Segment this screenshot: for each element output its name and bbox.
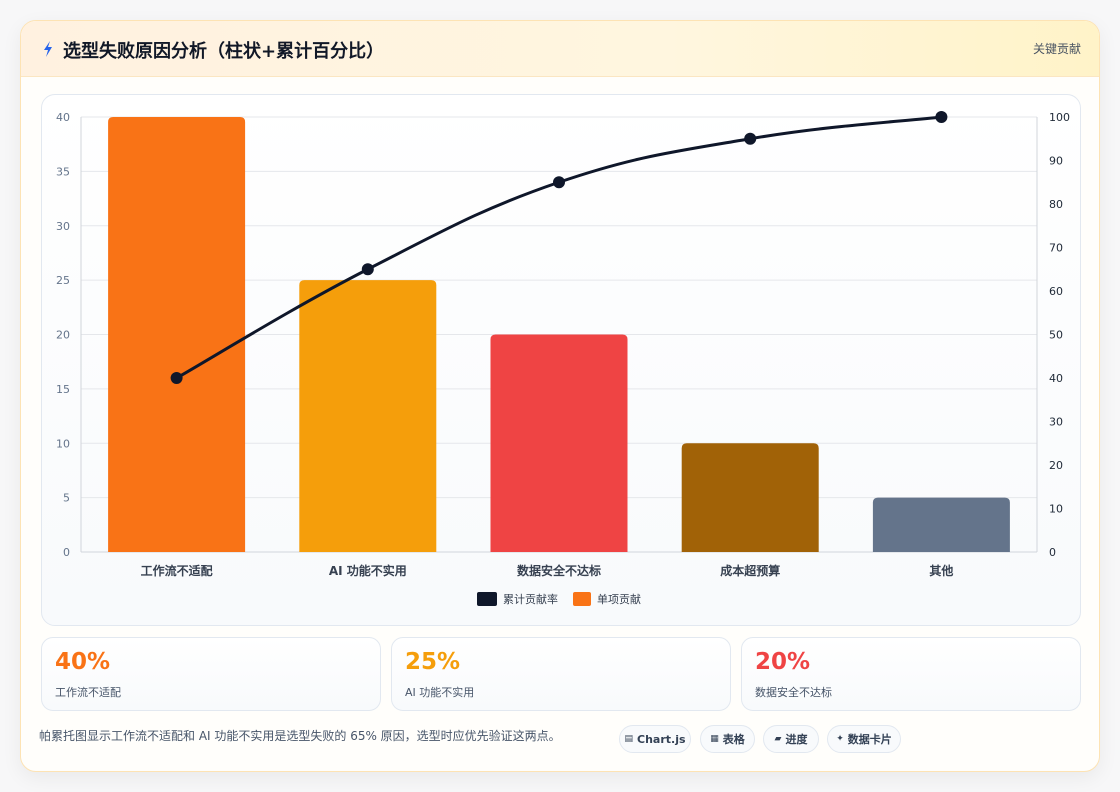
stat-label: 数据安全不达标: [755, 686, 832, 699]
lightning-icon: [44, 41, 52, 57]
cumulative-point-2: [361, 263, 374, 276]
y-tick-label: 15: [56, 383, 70, 396]
stat-card-security: 20% 数据安全不达标: [741, 637, 1081, 711]
x-tick-label: 工作流不适配: [141, 563, 213, 578]
key-contribution-link[interactable]: 关键贡献: [1032, 42, 1081, 56]
stat-card-ai: 25% AI 功能不实用: [391, 637, 731, 711]
chart-icon: ▤: [624, 734, 633, 744]
cumulative-point-1: [170, 372, 183, 384]
tag-label: 进度: [785, 733, 808, 746]
y2-tick-label: 90: [1049, 155, 1063, 168]
y2-tick-label: 50: [1049, 329, 1063, 342]
y-tick-label: 20: [56, 329, 70, 342]
bar-2: [299, 280, 437, 552]
progress-tag[interactable]: ▰ 进度: [763, 725, 819, 753]
bar-3: [490, 334, 628, 552]
x-tick-label: 成本超预算: [720, 563, 780, 578]
y2-tick-label: 40: [1049, 372, 1063, 385]
card-header: 选型失败原因分析（柱状+累计百分比） 关键贡献: [21, 21, 1099, 77]
y-tick-label: 40: [56, 111, 70, 124]
sparkle-icon: ✦: [836, 734, 844, 744]
tag-label: 表格: [722, 733, 745, 746]
legend-label-bar: 单项贡献: [597, 592, 641, 606]
tag-label: 数据卡片: [847, 733, 892, 746]
bar-4: [681, 443, 819, 552]
x-tick-label: 数据安全不达标: [517, 563, 601, 578]
y2-tick-label: 0: [1049, 546, 1056, 559]
y2-tick-label: 10: [1049, 503, 1063, 516]
tag-label: Chart.js: [637, 732, 686, 746]
summary-note: 帕累托图显示工作流不适配和 AI 功能不实用是选型失败的 65% 原因，选型时应…: [39, 729, 561, 743]
table-tag[interactable]: ▦ 表格: [700, 725, 755, 753]
legend-label-cumulative: 累计贡献率: [503, 592, 558, 606]
chartjs-tag[interactable]: ▤ Chart.js: [619, 725, 691, 753]
cumulative-point-4: [744, 132, 757, 145]
y2-tick-label: 70: [1049, 242, 1063, 255]
x-tick-label: 其他: [929, 563, 953, 578]
y-tick-label: 0: [63, 546, 70, 559]
stat-value: 25%: [405, 649, 461, 675]
y-tick-label: 30: [56, 220, 70, 233]
y-tick-label: 35: [56, 165, 70, 178]
stat-card-workflow: 40% 工作流不适配: [41, 637, 381, 711]
legend-swatch-cumulative: [477, 592, 497, 606]
analysis-card: 选型失败原因分析（柱状+累计百分比） 关键贡献 0 5 10 15 20 25 30 35 40…: [20, 20, 1100, 772]
stat-value: 20%: [755, 649, 811, 675]
x-tick-label: AI 功能不实用: [329, 563, 407, 578]
y-tick-label: 10: [56, 437, 70, 450]
chart-panel: 0 5 10 15 20 25 30 35 40 0 10 20 30 40 50 60 70 80 90 100 工作…: [41, 94, 1081, 626]
y2-tick-label: 20: [1049, 459, 1063, 472]
cumulative-point-5: [935, 111, 948, 123]
stat-value: 40%: [55, 649, 111, 675]
legend-swatch-bar: [573, 592, 591, 606]
y2-tick-label: 30: [1049, 416, 1063, 429]
stat-label: AI 功能不实用: [405, 686, 475, 699]
bar-1: [108, 117, 246, 552]
y2-tick-label: 80: [1049, 198, 1063, 211]
y2-tick-label: 100: [1049, 111, 1070, 124]
y-tick-label: 25: [56, 274, 70, 287]
cumulative-point-3: [553, 176, 565, 189]
bar-5: [872, 497, 1010, 552]
stat-label: 工作流不适配: [55, 686, 121, 699]
y-tick-label: 5: [63, 492, 70, 505]
y2-tick-label: 60: [1049, 285, 1063, 298]
pareto-chart: 0 5 10 15 20 25 30 35 40 0 10 20 30 40 50 60 70 80 90 100 工作…: [56, 111, 1070, 606]
page-title: 选型失败原因分析（柱状+累计百分比）: [63, 41, 385, 62]
table-icon: ▦: [710, 734, 719, 744]
data-card-tag[interactable]: ✦ 数据卡片: [827, 725, 901, 753]
progress-icon: ▰: [774, 734, 782, 744]
